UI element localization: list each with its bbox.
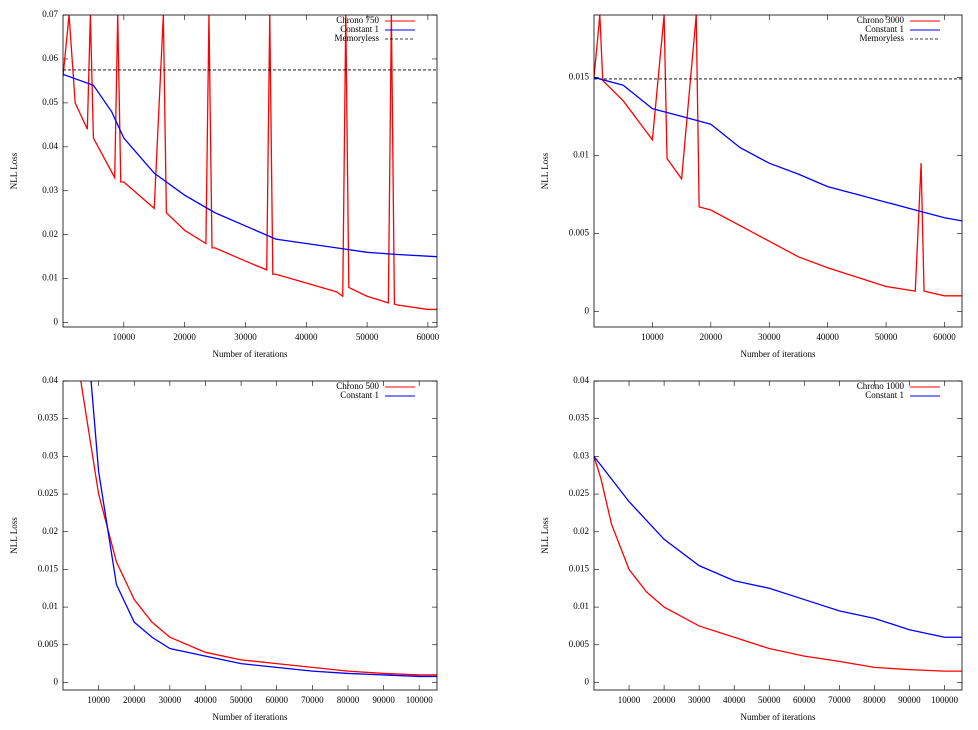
y-axis-label: NLL Loss — [540, 517, 550, 554]
x-tick-label: 10000 — [113, 332, 136, 342]
x-tick-label: 30000 — [758, 332, 781, 342]
series-line — [63, 73, 437, 258]
y-tick-label: 0.03 — [42, 450, 58, 460]
x-tick-label: 20000 — [173, 332, 196, 342]
legend-label: Constant 1 — [865, 24, 904, 34]
plot-frame — [62, 14, 438, 328]
x-tick-label: 20000 — [653, 695, 676, 705]
y-tick-label: 0.05 — [42, 97, 58, 107]
x-tick-label: 10000 — [87, 695, 110, 705]
legend-label: Constant 1 — [865, 390, 904, 400]
plot-frame — [593, 14, 963, 328]
legend-label: Chrono 750 — [336, 15, 379, 25]
x-axis-label: Number of iterations — [213, 349, 288, 359]
x-tick-label: 20000 — [700, 332, 723, 342]
legend-label: Memoryless — [335, 33, 380, 43]
y-tick-label: 0.02 — [573, 526, 589, 536]
y-tick-label: 0 — [585, 305, 590, 315]
y-tick-label: 0.01 — [42, 601, 58, 611]
y-axis-label: NLL Loss — [9, 517, 19, 554]
x-tick-label: 80000 — [337, 695, 360, 705]
y-tick-label: 0.07 — [42, 9, 58, 19]
y-tick-label: 0.01 — [42, 273, 58, 283]
plot-frame — [62, 380, 438, 691]
x-tick-label: 70000 — [828, 695, 851, 705]
series-line — [594, 455, 962, 638]
legend-label: Constant 1 — [340, 24, 379, 34]
y-tick-label: 0.035 — [569, 413, 590, 423]
series-line — [594, 15, 962, 297]
x-tick-label: 10000 — [618, 695, 641, 705]
x-tick-label: 70000 — [301, 695, 324, 705]
x-tick-label: 50000 — [758, 695, 781, 705]
y-tick-label: 0.015 — [38, 563, 59, 573]
legend-label: Chrono 3000 — [857, 15, 905, 25]
x-tick-label: 50000 — [230, 695, 253, 705]
y-tick-label: 0 — [54, 317, 59, 327]
y-tick-label: 0.005 — [38, 639, 59, 649]
y-tick-label: 0.025 — [569, 488, 590, 498]
x-tick-label: 90000 — [372, 695, 395, 705]
y-tick-label: 0.04 — [42, 141, 58, 151]
x-axis-label: Number of iterations — [741, 349, 816, 359]
x-tick-label: 60000 — [933, 332, 956, 342]
x-tick-label: 100000 — [931, 695, 959, 705]
x-tick-label: 30000 — [159, 695, 182, 705]
y-tick-label: 0.01 — [573, 601, 589, 611]
y-tick-label: 0.025 — [38, 488, 59, 498]
x-tick-label: 20000 — [123, 695, 146, 705]
x-axis-label: Number of iterations — [213, 712, 288, 722]
series-line — [594, 456, 962, 672]
x-tick-label: 100000 — [406, 695, 434, 705]
y-axis-label: NLL Loss — [540, 152, 550, 189]
y-tick-label: 0.035 — [38, 413, 59, 423]
y-tick-label: 0 — [54, 677, 59, 687]
y-tick-label: 0.04 — [573, 375, 589, 385]
legend-label: Chrono 500 — [336, 381, 379, 391]
y-tick-label: 0.04 — [42, 375, 58, 385]
y-tick-label: 0.015 — [569, 563, 590, 573]
series-line — [90, 381, 437, 678]
y-tick-label: 0.005 — [569, 639, 590, 649]
y-tick-label: 0.03 — [42, 185, 58, 195]
y-tick-label: 0.06 — [42, 53, 58, 63]
x-tick-label: 50000 — [356, 332, 379, 342]
x-tick-label: 60000 — [417, 332, 440, 342]
y-tick-label: 0.02 — [42, 526, 58, 536]
x-tick-label: 40000 — [295, 332, 318, 342]
y-tick-label: 0.03 — [573, 450, 589, 460]
legend-label: Chrono 1000 — [857, 381, 905, 391]
legend-label: Constant 1 — [340, 390, 379, 400]
y-tick-label: 0.015 — [569, 71, 590, 81]
y-axis-label: NLL Loss — [9, 152, 19, 189]
x-tick-label: 30000 — [688, 695, 711, 705]
plot-frame — [593, 380, 963, 691]
series-line — [63, 15, 437, 311]
y-tick-label: 0 — [585, 677, 590, 687]
y-tick-label: 0.02 — [42, 229, 58, 239]
x-tick-label: 60000 — [265, 695, 288, 705]
x-tick-label: 40000 — [194, 695, 217, 705]
series-line — [80, 381, 437, 676]
legend-label: Memoryless — [860, 33, 905, 43]
x-tick-label: 30000 — [234, 332, 257, 342]
x-tick-label: 80000 — [863, 695, 886, 705]
x-axis-label: Number of iterations — [741, 712, 816, 722]
y-tick-label: 0.01 — [573, 149, 589, 159]
x-tick-label: 50000 — [875, 332, 898, 342]
x-tick-label: 60000 — [793, 695, 816, 705]
x-tick-label: 40000 — [723, 695, 746, 705]
x-tick-label: 10000 — [641, 332, 664, 342]
series-line — [594, 76, 962, 222]
y-tick-label: 0.005 — [569, 227, 590, 237]
x-tick-label: 40000 — [816, 332, 839, 342]
x-tick-label: 90000 — [898, 695, 921, 705]
